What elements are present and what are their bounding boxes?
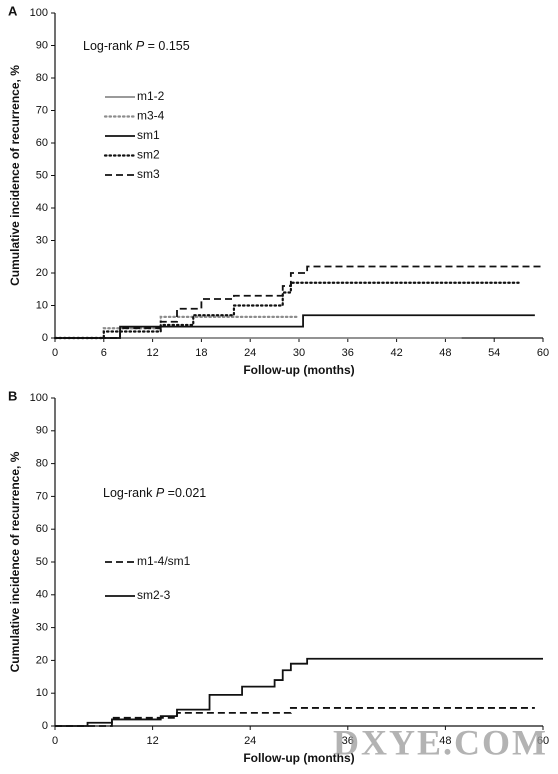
y-tick-label: 70	[36, 490, 48, 502]
step-line	[55, 265, 543, 339]
y-tick-label: 80	[36, 458, 48, 470]
step-line	[55, 314, 535, 339]
y-tick-label: 60	[36, 137, 48, 149]
y-tick-label: 10	[36, 299, 48, 311]
x-tick-label: 48	[439, 347, 451, 359]
annotation-label: Log-rank	[83, 39, 133, 53]
annotation: Log-rank P = 0.155	[83, 39, 190, 53]
y-tick-label: 70	[36, 104, 48, 116]
annotation-value: =0.021	[168, 486, 207, 500]
legend-label: sm2	[137, 148, 160, 162]
y-tick-label: 0	[42, 332, 48, 344]
y-tick-label: 40	[36, 202, 48, 214]
legend-label: sm3	[137, 167, 160, 181]
y-tick-label: 30	[36, 234, 48, 246]
y-tick-label: 100	[30, 392, 48, 404]
y-tick-label: 50	[36, 169, 48, 181]
x-tick-label: 30	[293, 347, 305, 359]
watermark: DXYE.COM	[333, 722, 548, 762]
x-tick-label: 60	[537, 735, 549, 747]
x-tick-label: 6	[101, 347, 107, 359]
panel-label: A	[8, 3, 18, 18]
y-axis-title: Cumulative incidence of recurrence, %	[8, 451, 22, 672]
y-tick-label: 20	[36, 267, 48, 279]
y-tick-label: 30	[36, 622, 48, 634]
y-tick-label: 60	[36, 523, 48, 535]
x-axis-title: Follow-up (months)	[243, 363, 354, 377]
x-tick-label: 18	[195, 347, 207, 359]
x-tick-label: 0	[52, 347, 58, 359]
annotation-stat: P	[136, 39, 145, 53]
x-tick-label: 36	[342, 735, 354, 747]
x-tick-label: 0	[52, 735, 58, 747]
panel: 0 10 20 30 40 50 60 70 80 90 100 0 12 24 36 48 60 B Follow…	[8, 388, 549, 765]
step-line	[53, 281, 520, 340]
y-tick-label: 50	[36, 556, 48, 568]
legend-label: sm1	[137, 128, 160, 142]
x-tick-label: 36	[342, 347, 354, 359]
y-tick-label: 10	[36, 687, 48, 699]
x-tick-label: 24	[244, 735, 256, 747]
annotation-label: Log-rank	[103, 486, 153, 500]
y-tick-label: 90	[36, 425, 48, 437]
panel: 0 10 20 30 40 50 60 70 80 90 100 0 6 12 18 24 30 36 42 48 54…	[8, 3, 549, 377]
x-tick-label: 60	[537, 347, 549, 359]
y-tick-label: 90	[36, 39, 48, 51]
legend-label: m1-4/sm1	[137, 554, 191, 568]
legend-label: sm2-3	[137, 588, 171, 602]
x-axis-title: Follow-up (months)	[243, 751, 354, 765]
annotation: Log-rank P =0.021	[103, 486, 206, 500]
x-tick-label: 12	[146, 735, 158, 747]
annotation-value: = 0.155	[148, 39, 190, 53]
panel-label: B	[8, 388, 17, 403]
legend-label: m1-2	[137, 89, 165, 103]
y-tick-label: 20	[36, 654, 48, 666]
x-tick-label: 12	[146, 347, 158, 359]
x-tick-label: 24	[244, 347, 256, 359]
x-tick-label: 42	[390, 347, 402, 359]
x-tick-label: 48	[439, 735, 451, 747]
step-line	[55, 657, 543, 727]
y-axis-title: Cumulative incidence of recurrence, %	[8, 65, 22, 286]
y-tick-label: 80	[36, 72, 48, 84]
annotation-stat: P	[156, 486, 165, 500]
y-tick-label: 40	[36, 589, 48, 601]
y-tick-label: 100	[30, 7, 48, 19]
y-tick-label: 0	[42, 720, 48, 732]
legend-label: m3-4	[137, 109, 165, 123]
x-tick-label: 54	[488, 347, 500, 359]
